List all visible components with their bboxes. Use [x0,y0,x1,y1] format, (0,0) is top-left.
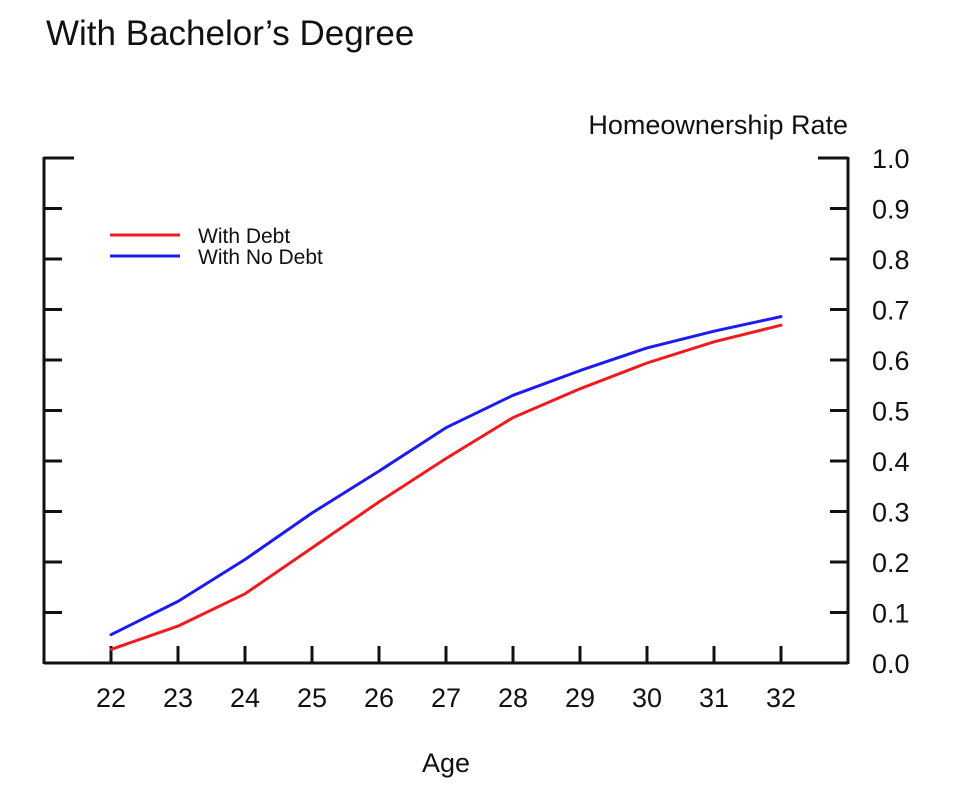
y-tick-label: 0.2 [872,548,910,578]
legend-label: With Debt [198,225,290,248]
series-line-with-debt [109,323,783,651]
x-tick-label: 24 [230,683,260,713]
x-tick-label: 25 [297,683,327,713]
x-tick-label: 26 [364,683,394,713]
y-tick-label: 0.4 [872,447,910,477]
legend-label: With No Debt [198,246,323,269]
x-tick-label: 22 [96,683,126,713]
y-tick-label: 0.5 [872,397,910,427]
y-tick-label: 1.0 [872,144,910,174]
series-line-with-no-debt [109,315,783,637]
y-tick-label: 0.6 [872,346,910,376]
y-tick-label: 0.0 [872,649,910,679]
x-tick-label: 29 [565,683,595,713]
x-tick-label: 28 [498,683,528,713]
y-tick-label: 0.7 [872,296,910,326]
chart-title: With Bachelor’s Degree [46,14,415,53]
plot-frame [42,156,850,665]
x-axis-label: Age [422,748,470,778]
y-tick-label: 0.9 [872,195,910,225]
series-lines [109,315,783,651]
axis-ticks: 0.0 0.1 0.2 0.3 0.4 0.5 0.6 0.7 0.8 0.9 1.0 22 23 24 2… [44,144,910,713]
y-axis-label: Homeownership Rate [588,110,848,140]
x-tick-label: 32 [766,683,796,713]
y-tick-label: 0.1 [872,599,910,629]
x-tick-label: 23 [163,683,193,713]
x-tick-label: 30 [632,683,662,713]
x-tick-label: 27 [431,683,461,713]
y-tick-label: 0.8 [872,245,910,275]
x-tick-label: 31 [699,683,729,713]
y-tick-label: 0.3 [872,498,910,528]
